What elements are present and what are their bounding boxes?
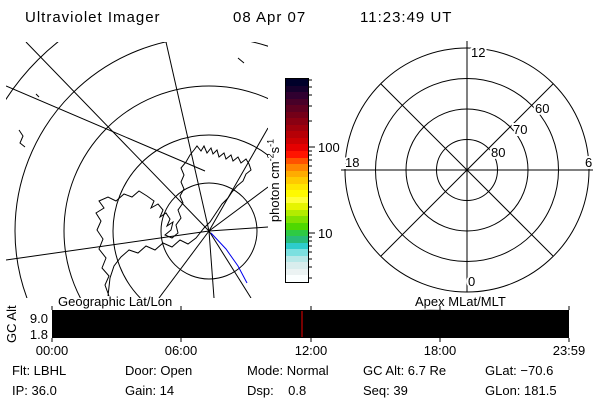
colorbar-band [286,177,308,184]
latitude-circles [6,42,268,298]
status-ip: IP: 36.0 [12,383,57,398]
colorbar-band [286,164,308,171]
mlt-label-6: 6 [585,155,592,170]
mlt-label-12: 12 [471,45,485,60]
colorbar-band [286,190,308,197]
colorbar-tick-10: 10 [318,226,332,241]
mlat-label-60: 60 [535,101,549,116]
date-label: 08 Apr 07 [233,9,307,26]
meridian-lines [6,42,268,298]
colorbar-band [286,118,308,125]
mlat-label-70: 70 [513,122,527,137]
colorbar-band [286,242,308,250]
colorbar-label-s: s [266,146,282,154]
colorbar-band [286,124,308,132]
strip-x-ticks [51,306,570,342]
antarctica-coastline [95,144,252,297]
mlt-spokes [341,41,593,292]
colorbar-band [286,209,308,217]
colorbar-band [286,85,308,93]
geographic-plot [6,42,268,298]
colorbar-band [286,183,308,191]
colorbar-minor-ticks [308,79,312,279]
colorbar-band [286,105,308,112]
time-label: 11:23:49 UT [360,9,453,26]
status-gain: Gain: 14 [125,383,175,398]
colorbar-band [286,98,308,106]
strip-ytick-bottom: 1.8 [30,327,48,342]
colorbar-band [286,79,308,86]
colorbar-band [286,170,308,178]
strip-ytick-top: 9.0 [30,311,48,326]
colorbar-band [286,131,308,138]
mlt-label-0: 0 [468,274,475,289]
colorbar-band [286,229,308,237]
status-mode: Mode: Normal [247,363,329,378]
colorbar-band [286,203,308,210]
mlt-label-18: 18 [345,155,359,170]
colorbar-band [286,137,308,145]
colorbar-band [286,92,308,99]
colorbar-band [286,262,308,269]
colorbar-label-main: photon cm [266,161,282,223]
status-gc-alt: GC Alt: 6.7 Re [363,363,447,378]
altitude-curve [51,309,570,338]
xtick-0000: 00:00 [36,343,69,358]
colorbar-major-ticks [308,146,315,234]
coastline-islands [18,57,245,148]
colorbar-band [286,144,308,152]
xtick-1200: 12:00 [295,343,328,358]
colorbar-band [286,157,308,165]
colorbar-label: photon cm-2s-1 [265,111,282,251]
colorbar-band [286,255,308,263]
status-door: Door: Open [125,363,193,378]
colorbar-band [286,236,308,243]
colorbar-band [286,196,308,204]
apex-polar-plot: 12 18 6 0 60 70 80 [341,41,594,293]
colorbar-band [286,111,308,119]
status-glon: GLon: 181.5 [485,383,557,398]
colorbar-exp-2: -2 [265,153,276,162]
right-plot-caption: Apex MLat/MLT [415,294,506,309]
colorbar-band [286,275,308,282]
app-title: Ultraviolet Imager [25,9,161,26]
mlat-label-80: 80 [491,145,505,160]
xtick-1800: 18:00 [424,343,457,358]
colorbar-band [286,216,308,224]
status-seq: Seq: 39 [363,383,408,398]
altitude-strip-chart: Geographic Lat/Lon Apex MLat/MLT GC Alt … [4,294,586,358]
left-plot-caption: Geographic Lat/Lon [58,294,172,309]
colorbar-gradient [285,78,309,283]
colorbar-band [286,223,308,230]
colorbar-band [286,249,308,256]
status-dsp: Dsp: 0.8 [247,383,307,398]
strip-y-axis-title: GC Alt [4,305,19,343]
colorbar-band [286,151,308,158]
status-glat: GLat: −70.6 [485,363,554,378]
colorbar-band [286,268,308,276]
orbit-track-line [210,232,248,284]
xtick-0600: 06:00 [165,343,198,358]
strip-x-labels: 00:00 06:00 12:00 18:00 23:59 [36,343,586,358]
xtick-2359: 23:59 [553,343,586,358]
colorbar-exp-1: -1 [265,138,276,147]
status-flt: Flt: LBHL [12,363,67,378]
colorbar-axis: 100 10 [308,79,340,279]
colorbar-tick-100: 100 [318,140,340,155]
